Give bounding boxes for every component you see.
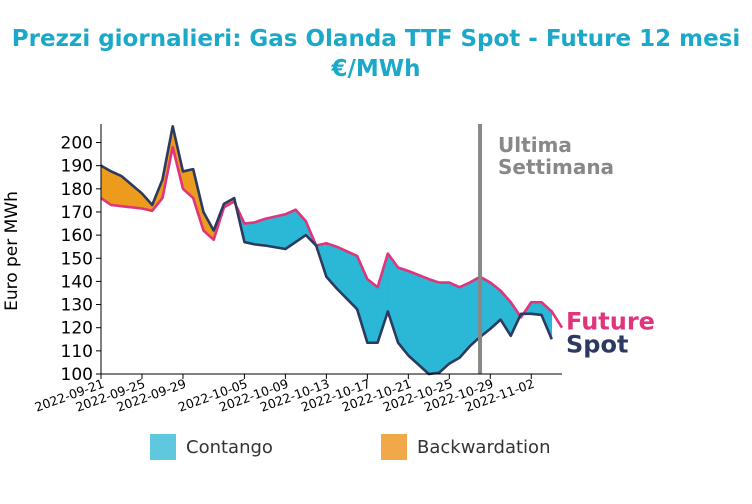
y-tick-label: 180 [61,180,93,200]
spot-series-label: Spot [566,330,628,358]
legend-backwardation-swatch [381,434,407,460]
last-week-annotation: Ultima [498,133,572,157]
y-tick-label: 190 [61,157,93,177]
contango-area [438,282,450,374]
chart-title: Prezzi giornalieri: Gas Olanda TTF Spot … [0,24,752,84]
y-axis-title: Euro per MWh [2,191,22,311]
y-tick-label: 200 [61,134,93,154]
legend-contango-label: Contango [186,436,273,458]
subtitle-line: €/MWh [331,56,421,82]
last-week-annotation: Settimana [498,155,614,179]
legend-contango: Contango [150,432,273,462]
y-tick-label: 160 [61,226,93,246]
spot-line [100,125,553,376]
contango-area [367,278,378,344]
y-tick-label: 120 [61,319,93,339]
y-tick-label: 100 [61,365,93,385]
contango-area [449,282,460,365]
y-tick-label: 170 [61,203,93,223]
y-tick-label: 150 [61,249,93,269]
y-tick-label: 130 [61,296,93,316]
y-tick-label: 140 [61,272,93,292]
future-series-label: Future [566,308,655,336]
contango-area [397,267,409,357]
legend-contango-swatch [150,434,176,460]
title-line: Prezzi giornalieri: Gas Olanda TTF Spot … [11,26,741,52]
contango-area [428,278,440,375]
future-line [100,145,564,329]
legend-backwardation: Backwardation [381,432,550,462]
y-tick-label: 110 [61,342,93,362]
legend-backwardation-label: Backwardation [417,436,551,458]
